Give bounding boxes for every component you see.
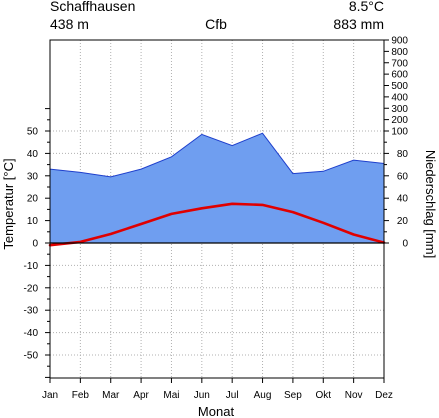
- x-axis-label: Monat: [198, 404, 235, 418]
- elevation: 438 m: [50, 16, 89, 32]
- axes: [45, 39, 389, 383]
- x-tick-label: Aug: [254, 390, 272, 401]
- y-right-tick-label: 400: [391, 92, 408, 103]
- x-tick-label: Feb: [72, 390, 90, 401]
- mean-temperature: 8.5°C: [349, 0, 384, 14]
- x-tick-label: Okt: [315, 390, 331, 401]
- y-right-tick-label: 700: [391, 58, 408, 69]
- y-right-tick-label: 0: [402, 239, 408, 250]
- y-right-tick-label: 300: [391, 104, 408, 115]
- y-right-tick-label: 200: [391, 115, 408, 126]
- y-right-tick-label: 600: [391, 70, 408, 81]
- y-left-tick-label: 0: [32, 239, 38, 250]
- x-tick-label: Dez: [375, 390, 393, 401]
- y-left-tick-label: 20: [27, 194, 39, 205]
- x-tick-label: Sep: [284, 390, 302, 401]
- x-tick-label: Apr: [133, 390, 149, 401]
- y-right-tick-label: 20: [397, 216, 409, 227]
- y-left-tick-label: -30: [24, 306, 39, 317]
- annual-precipitation: 883 mm: [333, 16, 384, 32]
- y-right-tick-label: 500: [391, 81, 408, 92]
- y-axis-left-label: Temperatur [°C]: [1, 158, 16, 249]
- y-left-tick-label: 50: [27, 127, 39, 138]
- y-left-tick-label: -20: [24, 283, 39, 294]
- y-left-tick-label: 40: [27, 149, 39, 160]
- y-right-tick-label: 100: [391, 127, 408, 138]
- y-right-tick-label: 800: [391, 47, 408, 58]
- y-right-tick-label: 40: [397, 194, 409, 205]
- x-tick-label: Jul: [226, 390, 239, 401]
- x-tick-label: Mar: [102, 390, 120, 401]
- x-tick-label: Jun: [194, 390, 210, 401]
- y-axis-right-label: Niederschlag [mm]: [423, 150, 438, 258]
- y-left-tick-label: 30: [27, 171, 39, 182]
- precipitation-line: [49, 132, 385, 178]
- temperature-line: [48, 202, 386, 247]
- x-tick-label: Mai: [163, 390, 179, 401]
- x-tick-label: Nov: [345, 390, 363, 401]
- temperature-series: [48, 202, 386, 247]
- climate-class: Cfb: [205, 16, 227, 32]
- y-left-tick-label: -40: [24, 328, 39, 339]
- y-left-tick-label: -50: [24, 351, 39, 362]
- x-tick-label: Jan: [42, 390, 58, 401]
- y-right-tick-label: 80: [397, 149, 409, 160]
- y-right-tick-label: 900: [391, 36, 408, 47]
- tick-labels: -50-40-30-20-100102030405002040608010020…: [24, 36, 409, 402]
- station-name: Schaffhausen: [50, 0, 135, 14]
- y-left-tick-label: 10: [27, 216, 39, 227]
- y-right-tick-label: 60: [397, 171, 409, 182]
- y-left-tick-label: -10: [24, 261, 39, 272]
